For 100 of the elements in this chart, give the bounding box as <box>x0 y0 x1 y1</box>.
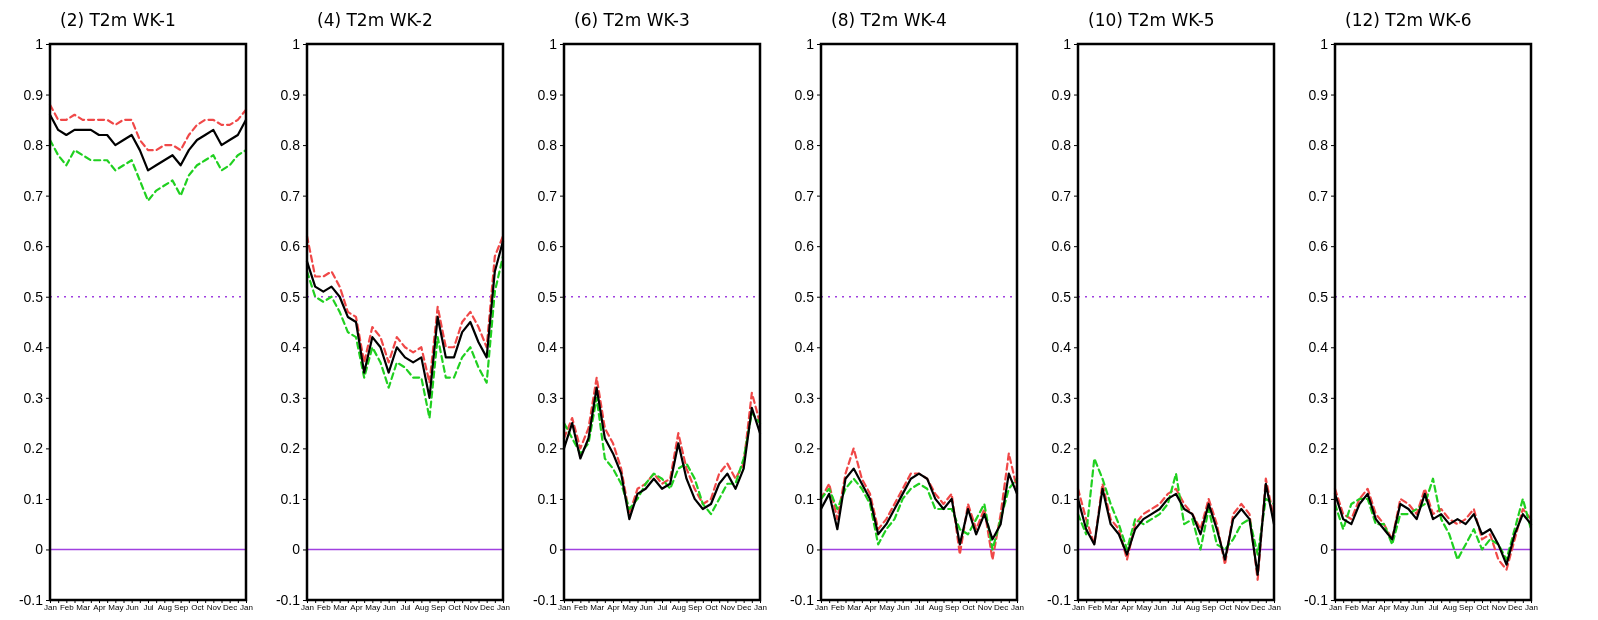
y-tick-label: 0.7 <box>23 187 44 204</box>
x-tick-label: Jan <box>754 603 767 612</box>
x-tick-label: Jan <box>1525 603 1538 612</box>
y-tick-label: 0.2 <box>1051 440 1072 457</box>
x-tick-label: Nov <box>463 603 478 612</box>
y-tick-label: 0.9 <box>794 86 815 103</box>
x-tick-label: Jan <box>1072 603 1085 612</box>
y-tick-label: 0.5 <box>1308 288 1329 305</box>
x-tick-label: Aug <box>414 603 429 612</box>
y-tick-label: 1 <box>1063 35 1072 52</box>
x-tick-label: Jul <box>1428 603 1439 612</box>
y-tick-label: 0.2 <box>280 440 301 457</box>
x-tick-label: Jan <box>301 603 314 612</box>
x-tick-label: Aug <box>157 603 172 612</box>
chart-title: (6) T2m WK-3 <box>574 10 690 30</box>
x-tick-label: Sep <box>431 603 446 612</box>
x-tick-label: Oct <box>962 603 976 612</box>
y-tick-label: 0.4 <box>1051 339 1072 356</box>
y-tick-label: 0.7 <box>280 187 301 204</box>
x-tick-label: Feb <box>1344 603 1360 612</box>
line-series <box>819 447 1019 561</box>
x-tick-label: Mar <box>847 603 862 612</box>
x-tick-label: Sep <box>945 603 960 612</box>
y-tick-label: -0.1 <box>532 591 558 608</box>
x-tick-label: Mar <box>590 603 605 612</box>
y-tick-label: 0.8 <box>23 137 44 154</box>
x-tick-label: Apr <box>607 603 621 612</box>
y-tick-label: 0.1 <box>1308 490 1329 507</box>
x-tick-label: Dec <box>223 603 238 612</box>
y-tick-label: 1 <box>549 35 558 52</box>
y-tick-label: 0.1 <box>23 490 44 507</box>
x-tick-label: Aug <box>1442 603 1457 612</box>
x-tick-label: Jan <box>497 603 510 612</box>
y-tick-label: 0.5 <box>280 288 301 305</box>
x-tick-label: Dec <box>1251 603 1266 612</box>
x-tick-label: Jan <box>1268 603 1281 612</box>
y-tick-label: 0.6 <box>1051 238 1072 255</box>
chart-title: (2) T2m WK-1 <box>60 10 176 30</box>
x-tick-label: Feb <box>573 603 589 612</box>
y-tick-label: 0.4 <box>794 339 815 356</box>
y-tick-label: 0.5 <box>794 288 815 305</box>
y-tick-label: 1 <box>35 35 44 52</box>
y-tick-label: 0.3 <box>537 389 558 406</box>
chart-title: (8) T2m WK-4 <box>831 10 947 30</box>
x-tick-label: Oct <box>448 603 462 612</box>
y-tick-label: 0 <box>1320 541 1329 558</box>
x-tick-label: Sep <box>1459 603 1474 612</box>
x-tick-label: Sep <box>174 603 189 612</box>
line-series <box>1333 477 1533 561</box>
x-tick-label: Nov <box>1491 603 1506 612</box>
x-tick-label: Jul <box>143 603 154 612</box>
x-tick-label: Dec <box>994 603 1009 612</box>
x-tick-label: Jun <box>382 603 396 612</box>
y-tick-label: 0.5 <box>1051 288 1072 305</box>
y-tick-label: 0.6 <box>794 238 815 255</box>
x-tick-label: Jun <box>639 603 653 612</box>
x-tick-label: Mar <box>76 603 91 612</box>
y-tick-label: 0.3 <box>23 389 44 406</box>
y-tick-label: 0.8 <box>1051 137 1072 154</box>
x-tick-label: Jun <box>1410 603 1424 612</box>
y-tick-label: -0.1 <box>789 591 815 608</box>
y-tick-label: 0.3 <box>1308 389 1329 406</box>
x-tick-label: Apr <box>864 603 878 612</box>
y-tick-label: 0.7 <box>537 187 558 204</box>
y-tick-label: 0.6 <box>537 238 558 255</box>
y-tick-label: 0.5 <box>537 288 558 305</box>
x-tick-label: Apr <box>1121 603 1135 612</box>
line-series <box>48 138 248 202</box>
y-tick-label: 0.9 <box>1308 86 1329 103</box>
x-tick-label: Oct <box>191 603 205 612</box>
y-tick-label: 0.7 <box>1308 187 1329 204</box>
x-tick-label: Feb <box>59 603 75 612</box>
x-tick-label: Apr <box>1378 603 1392 612</box>
x-tick-label: Feb <box>830 603 846 612</box>
y-tick-label: 0.9 <box>537 86 558 103</box>
line-series <box>48 103 248 152</box>
y-tick-label: -0.1 <box>1303 591 1329 608</box>
x-tick-label: May <box>365 603 381 612</box>
x-tick-label: Nov <box>1234 603 1249 612</box>
y-tick-label: 0.6 <box>280 238 301 255</box>
y-tick-label: 0.7 <box>1051 187 1072 204</box>
y-tick-label: 0.8 <box>794 137 815 154</box>
x-tick-label: Oct <box>1219 603 1233 612</box>
x-tick-label: May <box>1393 603 1409 612</box>
x-tick-label: Jan <box>44 603 57 612</box>
line-series <box>819 477 1019 551</box>
x-tick-label: Jan <box>558 603 571 612</box>
x-tick-label: Mar <box>1361 603 1376 612</box>
x-tick-label: Mar <box>1104 603 1119 612</box>
x-tick-label: May <box>1136 603 1152 612</box>
x-tick-label: Jun <box>1153 603 1167 612</box>
x-tick-label: May <box>879 603 895 612</box>
chart-title: (10) T2m WK-5 <box>1088 10 1215 30</box>
chart-title: (4) T2m WK-2 <box>317 10 433 30</box>
x-tick-label: Jun <box>125 603 139 612</box>
y-tick-label: 1 <box>1320 35 1329 52</box>
x-tick-label: Feb <box>316 603 332 612</box>
line-series <box>1076 457 1276 556</box>
x-tick-label: Jan <box>1329 603 1342 612</box>
x-tick-label: Jul <box>657 603 668 612</box>
